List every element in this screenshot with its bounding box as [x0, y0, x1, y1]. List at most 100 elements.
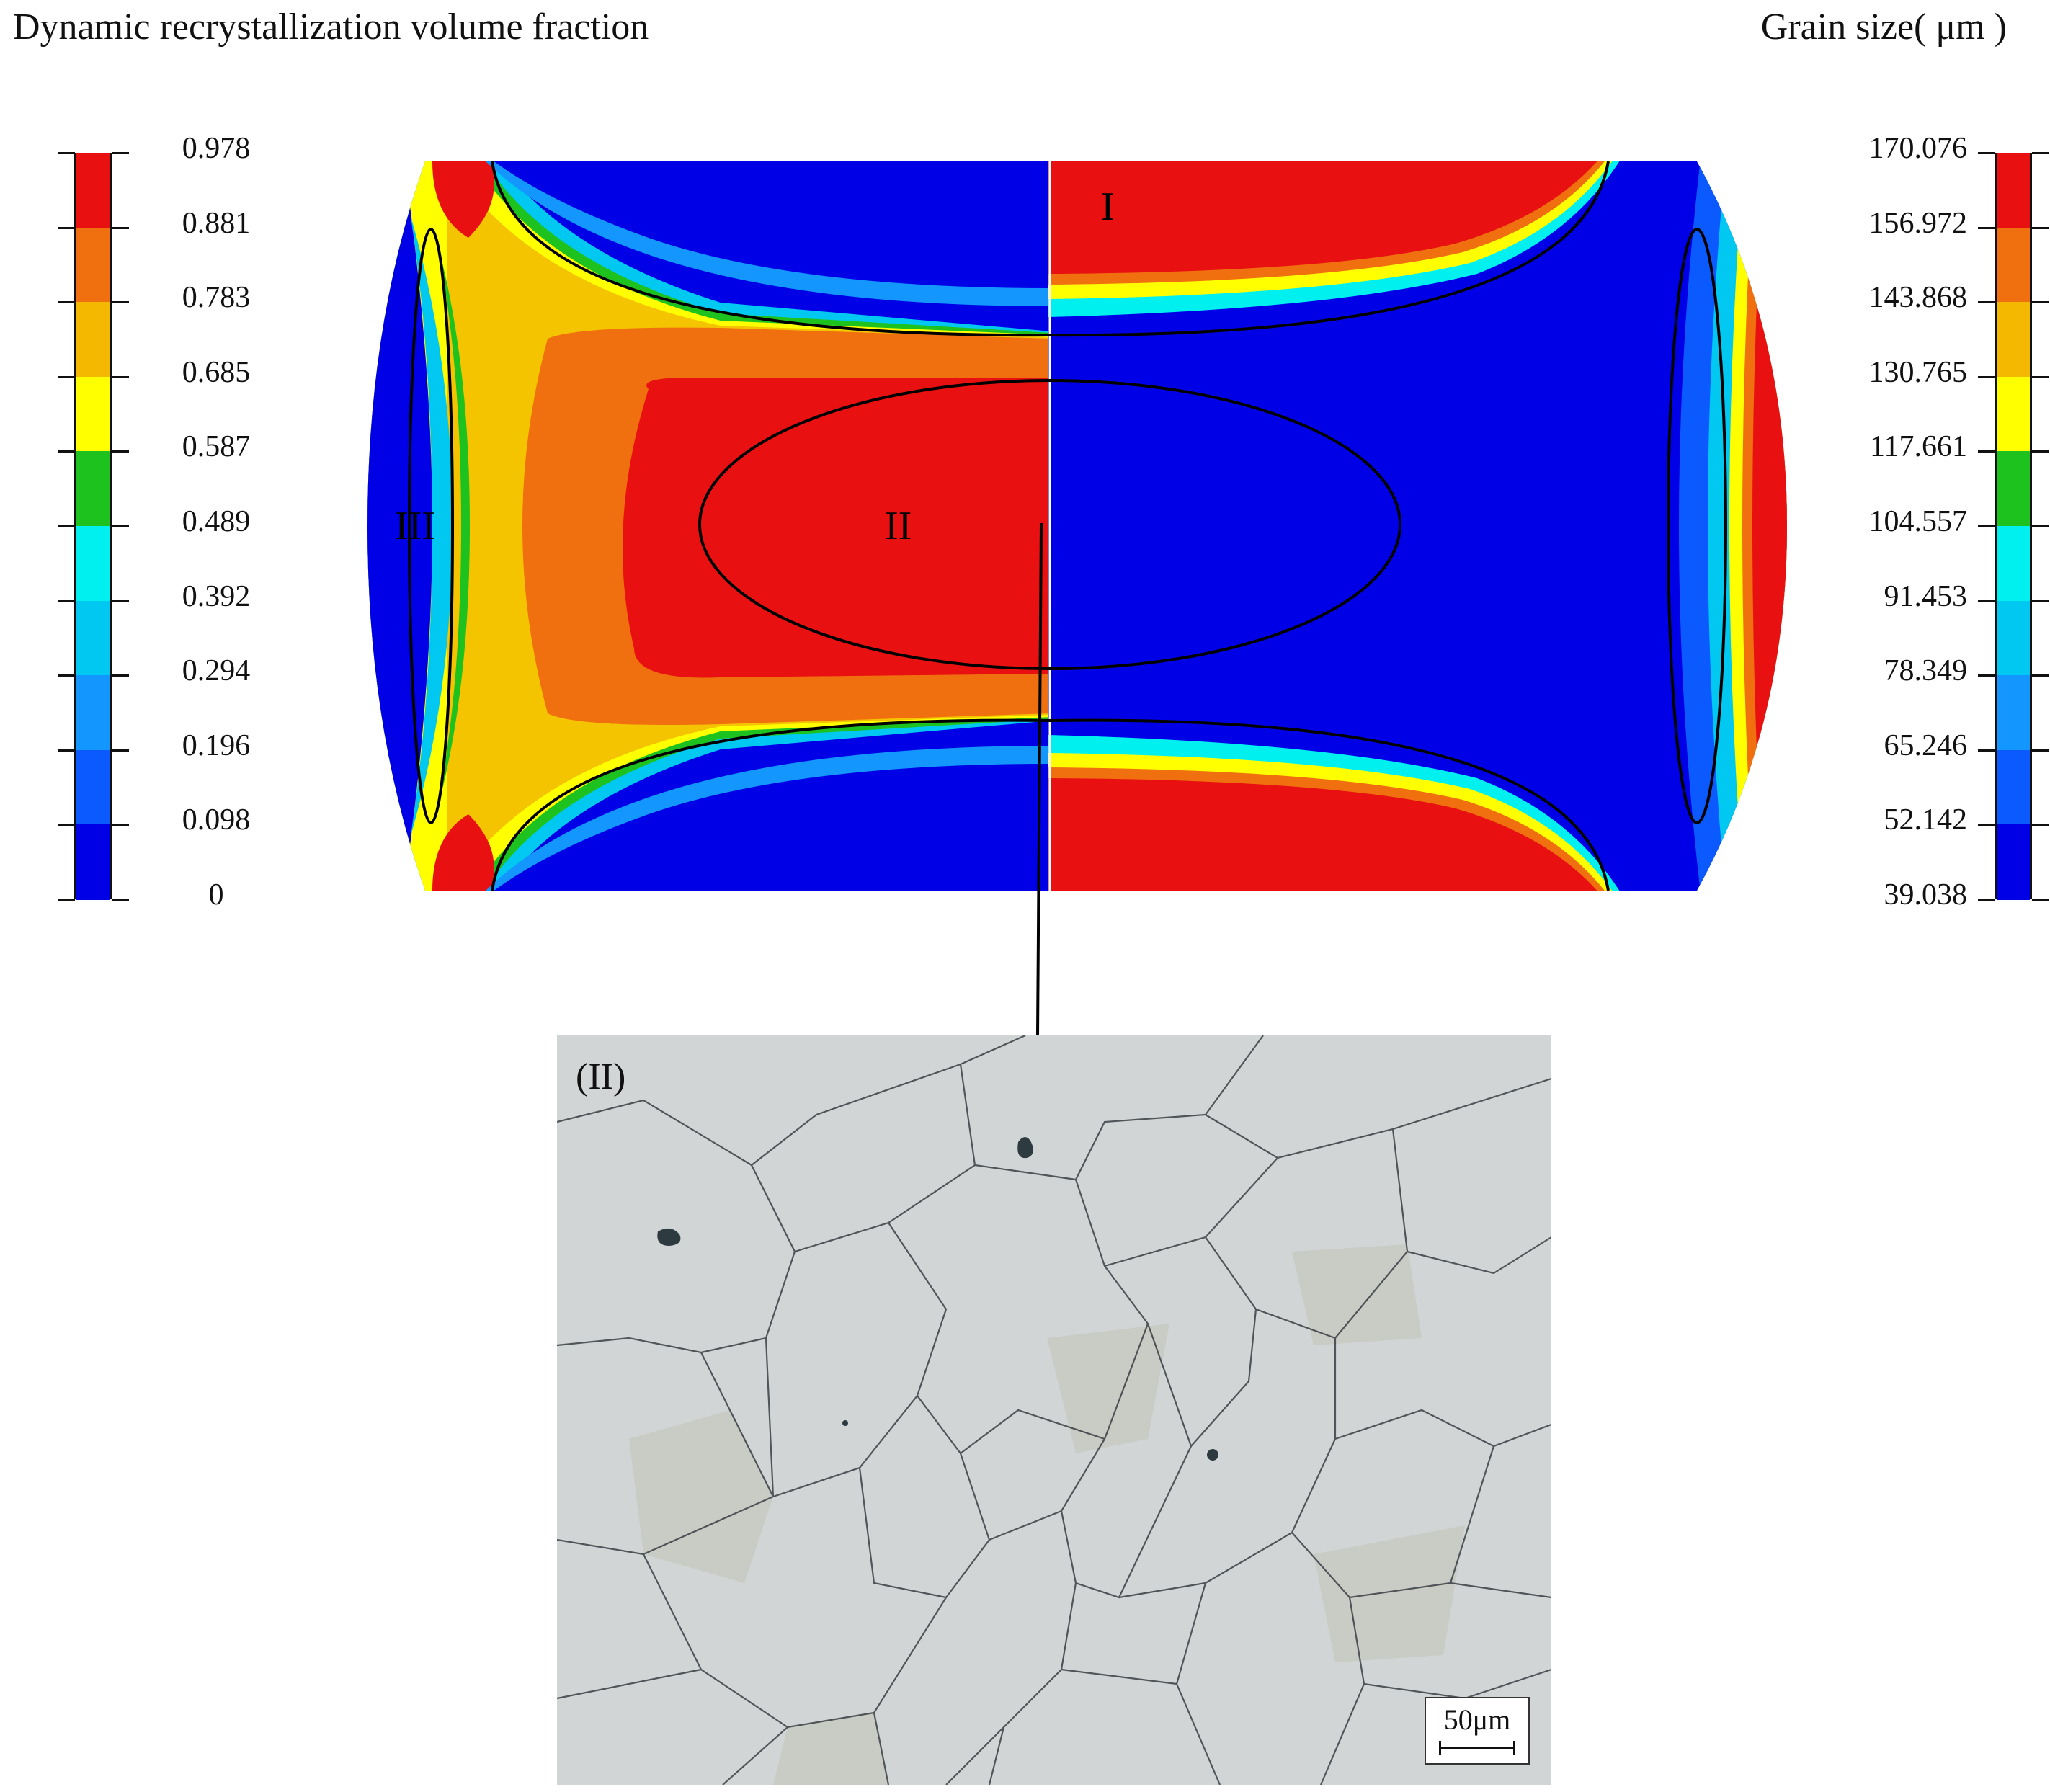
- grain-size-tick-label: 130.765: [1868, 355, 1968, 389]
- grain-structure-image: [557, 1035, 1551, 1785]
- grain-size-tick-label: 78.349: [1884, 654, 1968, 688]
- colorbar-tick-mark: [1978, 525, 1995, 527]
- grain-size-tick-label: 91.453: [1884, 579, 1968, 613]
- colorbar-segment-6: [76, 526, 110, 602]
- drx-tick-label: 0.196: [182, 728, 251, 762]
- colorbar-segment-8: [1997, 675, 2030, 751]
- region-I-bottom-outline: [491, 718, 1610, 891]
- colorbar-segment-4: [1997, 376, 2030, 453]
- colorbar-tick-mark: [112, 824, 129, 826]
- scale-bar: [1439, 1741, 1515, 1755]
- colorbar-segment-7: [1997, 600, 2030, 677]
- colorbar-tick-mark: [112, 301, 129, 304]
- drx-tick-label: 0.881: [182, 206, 251, 240]
- colorbar-segment-7: [76, 600, 110, 677]
- colorbar-segment-6: [1997, 526, 2030, 602]
- region-III-right-outline: [1667, 228, 1727, 824]
- colorbar-tick-mark: [1978, 152, 1995, 154]
- drx-fraction-colorbar: [74, 153, 112, 900]
- colorbar-tick-mark: [58, 226, 75, 229]
- colorbar-tick-mark: [112, 226, 129, 229]
- region-II-outline: [698, 379, 1401, 670]
- grain-size-tick-label: 143.868: [1868, 281, 1968, 315]
- colorbar-tick-mark: [58, 375, 75, 378]
- colorbar-tick-mark: [2032, 899, 2049, 901]
- colorbar-tick-mark: [2032, 301, 2049, 304]
- colorbar-segment-4: [76, 376, 110, 453]
- colorbar-segment-9: [1997, 749, 2030, 826]
- colorbar-tick-mark: [58, 152, 75, 154]
- colorbar-tick-mark: [2032, 599, 2049, 602]
- region-II-label: II: [885, 504, 912, 548]
- colorbar-segment-2: [1997, 227, 2030, 303]
- colorbar-tick-mark: [2032, 375, 2049, 378]
- drx-tick-label: 0.489: [182, 505, 251, 538]
- colorbar-tick-mark: [58, 450, 75, 453]
- colorbar-tick-mark: [58, 599, 75, 602]
- grain-size-tick-label: 156.972: [1868, 206, 1968, 240]
- region-III-left-outline: [408, 228, 454, 824]
- drx-tick-label: 0.294: [182, 654, 251, 688]
- colorbar-tick-mark: [2032, 749, 2049, 752]
- colorbar-segment-3: [1997, 302, 2030, 378]
- grain-size-colorbar: [1995, 153, 2032, 900]
- micrograph-region-II: (II) 50μm: [557, 1035, 1551, 1785]
- colorbar-segment-10: [76, 824, 110, 900]
- colorbar-tick-mark: [2032, 525, 2049, 527]
- colorbar-tick-mark: [1978, 599, 1995, 602]
- colorbar-tick-mark: [112, 899, 129, 901]
- colorbar-tick-mark: [112, 674, 129, 677]
- colorbar-tick-mark: [1978, 674, 1995, 677]
- colorbar-segment-5: [76, 451, 110, 527]
- grain-size-title: Grain size( μm ): [1760, 6, 2007, 48]
- colorbar-tick-mark: [112, 599, 129, 602]
- grain-size-tick-label: 39.038: [1884, 878, 1968, 911]
- drx-tick-label: 0: [208, 878, 224, 911]
- region-III-label: III: [395, 504, 435, 548]
- colorbar-segment-9: [76, 749, 110, 826]
- colorbar-tick-mark: [2032, 674, 2049, 677]
- colorbar-tick-mark: [1978, 226, 1995, 229]
- grain-size-tick-label: 117.661: [1870, 430, 1967, 464]
- micrograph-label: (II): [576, 1056, 626, 1097]
- colorbar-tick-mark: [58, 899, 75, 901]
- grain-size-contour: [1048, 161, 1787, 891]
- colorbar-tick-mark: [58, 749, 75, 752]
- colorbar-tick-mark: [58, 824, 75, 826]
- colorbar-tick-mark: [1978, 824, 1995, 826]
- drx-tick-label: 0.392: [182, 579, 251, 613]
- grain-size-tick-label: 170.076: [1868, 132, 1968, 165]
- drx-tick-label: 0.587: [182, 430, 251, 464]
- colorbar-segment-10: [1997, 824, 2030, 900]
- drx-tick-label: 0.685: [182, 355, 251, 389]
- colorbar-tick-mark: [1978, 749, 1995, 752]
- colorbar-segment-1: [76, 153, 110, 228]
- colorbar-tick-mark: [2032, 824, 2049, 826]
- colorbar-tick-mark: [112, 375, 129, 378]
- colorbar-tick-mark: [1978, 899, 1995, 901]
- colorbar-segment-8: [76, 675, 110, 751]
- colorbar-tick-mark: [1978, 301, 1995, 304]
- scale-bar-box: 50μm: [1425, 1697, 1530, 1765]
- drx-tick-label: 0.783: [182, 281, 251, 315]
- colorbar-tick-mark: [112, 152, 129, 154]
- region-I-top-outline: [491, 161, 1610, 337]
- colorbar-tick-mark: [58, 301, 75, 304]
- grain-size-tick-label: 104.557: [1868, 505, 1968, 538]
- region-I-label: I: [1101, 184, 1115, 229]
- grain-size-tick-label: 65.246: [1884, 728, 1968, 762]
- colorbar-tick-mark: [112, 450, 129, 453]
- colorbar-tick-mark: [112, 525, 129, 527]
- drx-tick-label: 0.098: [182, 803, 251, 837]
- colorbar-tick-mark: [2032, 226, 2049, 229]
- colorbar-tick-mark: [58, 674, 75, 677]
- drx-tick-label: 0.978: [182, 132, 251, 165]
- colorbar-tick-mark: [2032, 152, 2049, 154]
- colorbar-tick-mark: [2032, 450, 2049, 453]
- simulation-contour-map: I II III: [367, 161, 1787, 1035]
- dynamic-recrystallization-title: Dynamic recrystallization volume fractio…: [13, 6, 649, 48]
- colorbar-tick-mark: [58, 525, 75, 527]
- colorbar-segment-5: [1997, 451, 2030, 527]
- colorbar-segment-3: [76, 302, 110, 378]
- colorbar-segment-1: [1997, 153, 2030, 228]
